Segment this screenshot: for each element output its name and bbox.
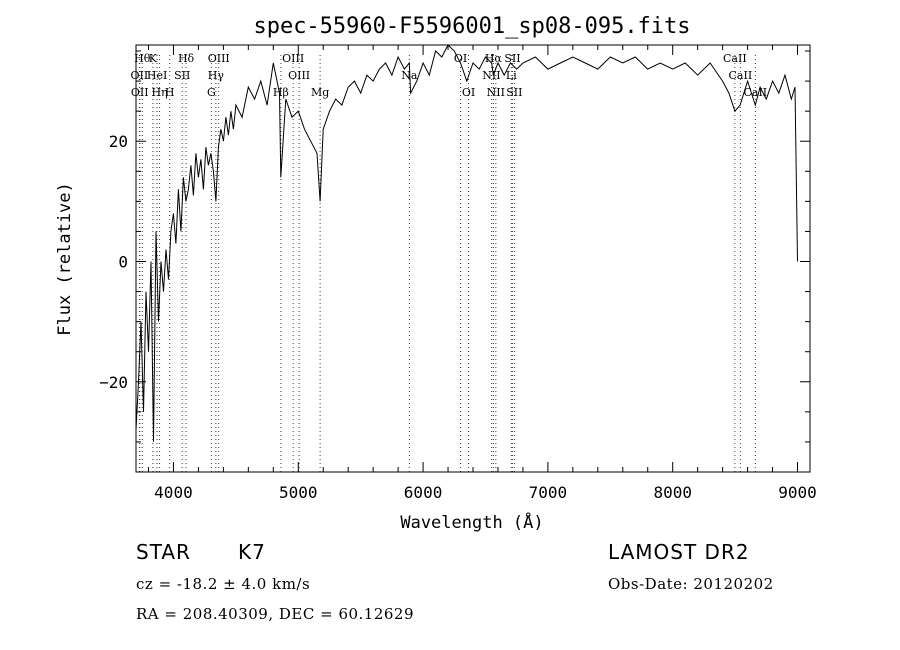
survey-name: LAMOST DR2 xyxy=(608,540,750,564)
spectral-line-label: Hθ xyxy=(134,52,151,65)
spectral-line-label: Hβ xyxy=(273,86,289,99)
spectral-line-label: Hγ xyxy=(208,69,225,82)
redshift-text: cz = -18.2 ± 4.0 km/s xyxy=(136,575,311,593)
spectral-line-label: OI xyxy=(462,86,475,99)
spectral-line-label: H xyxy=(165,86,175,99)
spectral-line-label: NII xyxy=(487,86,505,99)
x-tick-label: 4000 xyxy=(154,483,193,502)
spectral-line-label: G xyxy=(207,86,216,99)
x-axis: 4000 5000 6000 7000 8000 9000 xyxy=(147,45,817,502)
subclass: K7 xyxy=(238,540,266,564)
spectral-line-label: CaII xyxy=(729,69,753,82)
spectral-line-label: OII xyxy=(131,86,149,99)
y-axis-label: Flux (relative) xyxy=(55,182,75,336)
x-axis-label: Wavelength (Å) xyxy=(400,511,543,533)
spectral-line-label: OII xyxy=(131,69,149,82)
x-tick-label: 5000 xyxy=(279,483,318,502)
y-tick-label: −20 xyxy=(99,373,128,392)
spectrum-line xyxy=(135,44,798,442)
x-tick-label: 6000 xyxy=(404,483,443,502)
spectral-line-label: NII xyxy=(482,69,500,82)
spectral-line-label: CaII xyxy=(743,86,767,99)
spectral-line-label: SII xyxy=(504,52,520,65)
spectral-line-label: Hδ xyxy=(178,52,195,65)
spectral-line-label: SII xyxy=(174,69,190,82)
spectral-line-label: OI xyxy=(454,52,467,65)
spectral-line-label: K xyxy=(149,52,158,65)
spectral-line-label: SII xyxy=(506,86,522,99)
spectral-line-label: Hα xyxy=(485,52,503,65)
spectral-line-label: HeI xyxy=(147,69,167,82)
y-tick-label: 0 xyxy=(118,253,128,272)
x-tick-label: 7000 xyxy=(529,483,568,502)
chart-title: spec-55960-F5596001_sp08-095.fits xyxy=(253,14,690,39)
object-class: STAR xyxy=(136,540,191,564)
spectral-line-label: OIII xyxy=(208,52,230,65)
spectral-line-markers xyxy=(138,55,756,472)
plot-frame xyxy=(135,44,811,473)
y-axis: −20 0 20 xyxy=(99,50,810,443)
y-tick-label: 20 xyxy=(109,132,128,151)
x-tick-label: 8000 xyxy=(653,483,692,502)
obs-date: Obs-Date: 20120202 xyxy=(608,575,774,593)
coordinates: RA = 208.40309, DEC = 60.12629 xyxy=(136,605,415,623)
spectral-line-label: CaII xyxy=(723,52,747,65)
x-tick-label: 9000 xyxy=(778,483,817,502)
spectral-line-label: Li xyxy=(506,69,517,82)
spectral-line-label: OIII xyxy=(282,52,304,65)
spectral-line-label: Hη xyxy=(151,86,167,99)
spectral-line-label: OIII xyxy=(288,69,310,82)
spectral-line-label: Mg xyxy=(311,86,329,99)
